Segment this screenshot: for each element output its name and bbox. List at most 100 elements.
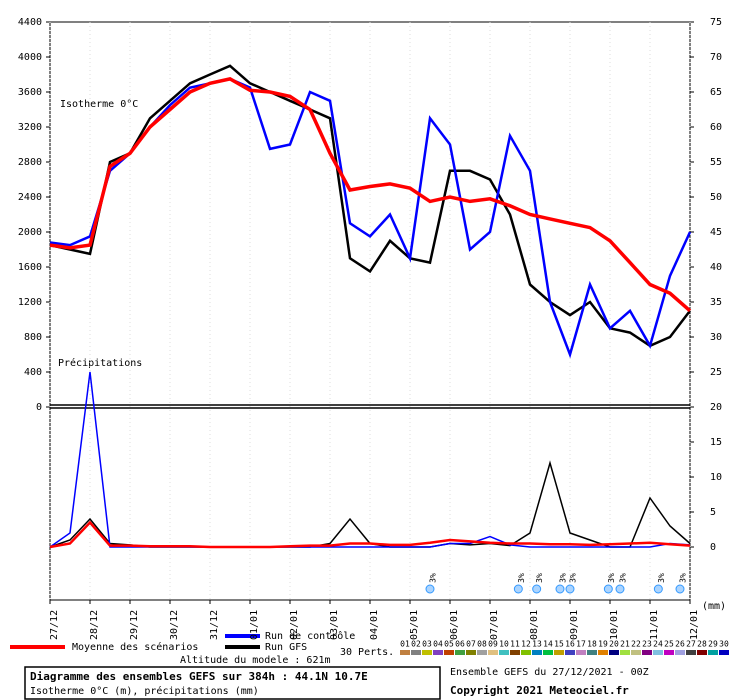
pert-label: 29	[708, 640, 718, 649]
pert-label: 20	[609, 640, 619, 649]
pert-swatch	[598, 650, 608, 655]
y-tick-label: 2000	[18, 227, 42, 238]
pert-swatch	[477, 650, 487, 655]
snow-marker	[615, 584, 625, 594]
pert-swatch	[411, 650, 421, 655]
y2-tick-label: 65	[710, 87, 722, 98]
y-tick-label: 2800	[18, 157, 42, 168]
y2-tick-label: 45	[710, 227, 722, 238]
y-tick-label: 3200	[18, 122, 42, 133]
pert-swatch	[620, 650, 630, 655]
y2-tick-label: 55	[710, 157, 722, 168]
isotherm-line	[49, 77, 692, 313]
pert-swatch	[653, 650, 663, 655]
footer-run: Ensemble GEFS du 27/12/2021 - 00Z	[450, 667, 649, 678]
x-tick-label: 11/01	[649, 610, 660, 640]
legend-label: Run de contrôle	[265, 630, 355, 642]
pert-swatch	[675, 650, 685, 655]
pert-label: 02	[411, 640, 421, 649]
snow-marker	[565, 584, 575, 594]
pert-swatch	[488, 650, 498, 655]
snow-marker	[603, 584, 613, 594]
y-tick-label: 1600	[18, 262, 42, 273]
x-tick-label: 12/01	[689, 610, 700, 640]
y-tick-label: 400	[24, 367, 42, 378]
pert-swatch	[455, 650, 465, 655]
y2-tick-label: 0	[710, 542, 716, 553]
y-tick-label: 0	[36, 402, 42, 413]
pert-swatch	[642, 650, 652, 655]
pert-label: 28	[697, 640, 707, 649]
pert-swatch	[521, 650, 531, 655]
pert-swatch	[587, 650, 597, 655]
pert-label: 15	[554, 640, 564, 649]
pert-label: 10	[499, 640, 509, 649]
snow-marker	[675, 584, 685, 594]
legend-label: Moyenne des scénarios	[72, 641, 198, 653]
pert-swatch	[466, 650, 476, 655]
snow-marker	[532, 584, 542, 594]
snow-prob: 3%	[559, 573, 568, 583]
pert-label: 14	[543, 640, 553, 649]
x-tick-label: 02/01	[289, 610, 300, 640]
snow-prob: 3%	[607, 573, 616, 583]
pert-label: 27	[686, 640, 696, 649]
y2-tick-label: 75	[710, 17, 722, 28]
legend-label: Run GFS	[265, 642, 307, 653]
y-tick-label: 4400	[18, 17, 42, 28]
x-tick-label: 09/01	[569, 610, 580, 640]
snow-prob: 3%	[679, 573, 688, 583]
snow-prob: 3%	[517, 573, 526, 583]
x-tick-label: 01/01	[249, 610, 260, 640]
pert-label: 30	[719, 640, 729, 649]
x-tick-label: 08/01	[529, 610, 540, 640]
pert-label: 23	[642, 640, 652, 649]
altitude: Altitude du modele : 621m	[180, 655, 331, 666]
pert-label: 22	[631, 640, 641, 649]
snow-marker	[425, 584, 435, 594]
pert-label: 05	[444, 640, 454, 649]
snow-marker	[513, 584, 523, 594]
unit-label: (mm)	[702, 601, 726, 612]
pert-swatch	[444, 650, 454, 655]
y2-tick-label: 50	[710, 192, 722, 203]
pert-label: 03	[422, 640, 432, 649]
footer-copyright: Copyright 2021 Meteociel.fr	[450, 684, 629, 697]
pert-label: 24	[653, 640, 663, 649]
pert-swatch	[708, 650, 718, 655]
pert-swatch	[719, 650, 729, 655]
y2-tick-label: 25	[710, 367, 722, 378]
pert-swatch	[422, 650, 432, 655]
pert-label: 18	[587, 640, 597, 649]
pert-label: 12	[521, 640, 531, 649]
pert-label: 19	[598, 640, 608, 649]
pert-label: 01	[400, 640, 410, 649]
y-tick-label: 1200	[18, 297, 42, 308]
y2-tick-label: 20	[710, 402, 722, 413]
x-tick-label: 29/12	[129, 610, 140, 640]
snow-marker	[555, 584, 565, 594]
snow-prob: 3%	[657, 573, 666, 583]
y2-tick-label: 5	[710, 507, 716, 518]
pert-swatch	[631, 650, 641, 655]
pert-swatch	[697, 650, 707, 655]
pert-swatch	[576, 650, 586, 655]
pert-label: 13	[532, 640, 542, 649]
x-tick-label: 28/12	[89, 610, 100, 640]
y2-tick-label: 70	[710, 52, 722, 63]
snow-marker	[653, 584, 663, 594]
snow-prob: 3%	[569, 573, 578, 583]
y-tick-label: 3600	[18, 87, 42, 98]
x-tick-label: 10/01	[609, 610, 620, 640]
y2-tick-label: 10	[710, 472, 722, 483]
pert-swatch	[499, 650, 509, 655]
pert-swatch	[543, 650, 553, 655]
pert-label: 17	[576, 640, 586, 649]
pert-label: 07	[466, 640, 476, 649]
precip-line	[49, 520, 691, 549]
x-tick-label: 04/01	[369, 610, 380, 640]
snow-prob: 3%	[619, 573, 628, 583]
pert-swatch	[609, 650, 619, 655]
perts-label: 30 Perts.	[340, 647, 394, 658]
pert-swatch	[565, 650, 575, 655]
